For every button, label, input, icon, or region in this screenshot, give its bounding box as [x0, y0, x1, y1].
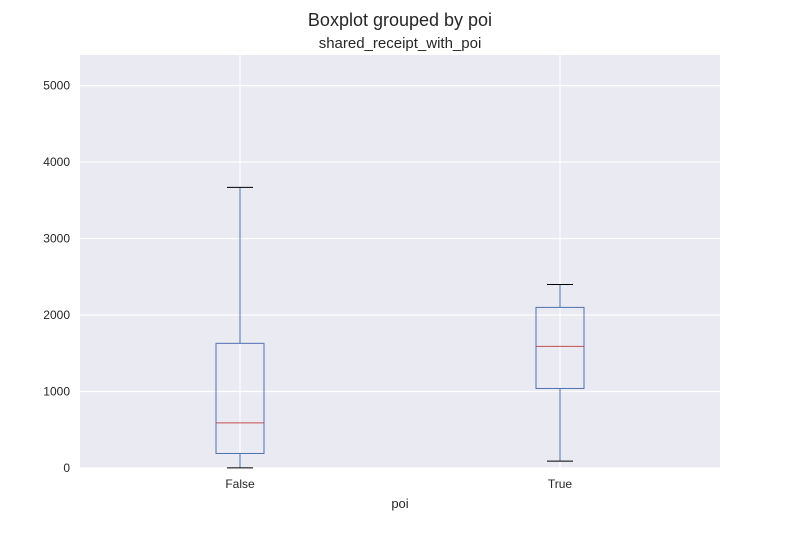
axis-layer: 0 1000 2000 3000 4000 5000 False True: [43, 79, 572, 491]
y-tick-label: 1000: [43, 385, 70, 399]
box-body: [215, 342, 265, 454]
y-tick-label: 5000: [43, 79, 70, 93]
chart-subtitle: shared_receipt_with_poi: [319, 35, 482, 52]
plot-background: [80, 55, 720, 468]
y-tick-label: 3000: [43, 232, 70, 246]
x-tick-label: True: [548, 477, 573, 491]
box-true: [535, 283, 585, 462]
grid-layer: [80, 55, 720, 469]
y-tick-label: 0: [63, 461, 70, 475]
y-tick-label: 2000: [43, 308, 70, 322]
x-axis-label: poi: [391, 496, 408, 511]
box-false: [215, 186, 265, 469]
x-tick-label: False: [225, 477, 255, 491]
box-layer: [215, 186, 585, 469]
y-tick-label: 4000: [43, 155, 70, 169]
box-body: [535, 306, 585, 389]
chart-title: Boxplot grouped by poi: [308, 10, 492, 30]
